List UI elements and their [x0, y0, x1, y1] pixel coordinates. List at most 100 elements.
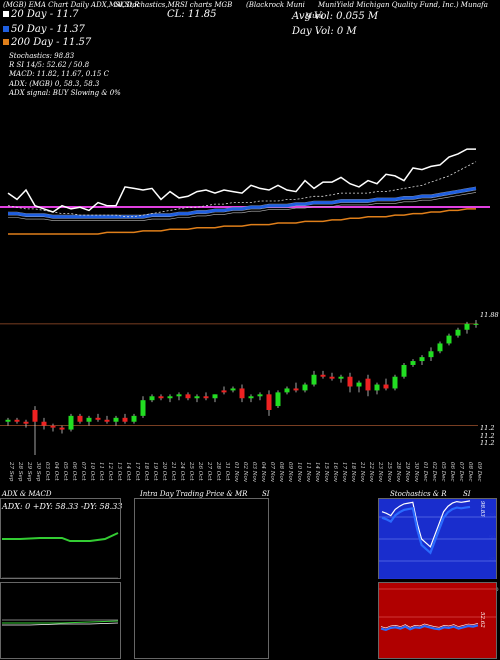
- candle-body: [230, 388, 236, 391]
- ema200-line: [8, 208, 476, 235]
- date-tick-label: 08 Nov: [278, 462, 284, 483]
- date-tick-label: 11 Nov: [305, 462, 311, 483]
- candle-body: [464, 323, 470, 330]
- candle-body: [113, 417, 119, 422]
- date-tick-label: 10 Nov: [296, 462, 302, 483]
- candle-body: [311, 374, 317, 385]
- legend-adx: ADX: (MGB) 0, 58.3, 58.3: [9, 80, 100, 88]
- date-tick-label: 09 Dec: [476, 462, 482, 482]
- legend-ema20: 20 Day - 11.7: [3, 9, 79, 20]
- candle-body: [221, 390, 227, 393]
- candle-body: [149, 396, 155, 401]
- candle-body: [248, 396, 254, 399]
- date-tick-label: 10 Oct: [89, 462, 95, 481]
- candle-body: [185, 394, 191, 399]
- date-tick-label: 06 Dec: [449, 462, 455, 482]
- date-tick-label: 05 Oct: [62, 462, 68, 481]
- price-label-1: 11.2: [480, 424, 495, 432]
- ema20-swatch: [3, 11, 9, 17]
- candle-body: [293, 388, 299, 391]
- date-tick-label: 14 Nov: [314, 462, 320, 483]
- date-tick-label: 27 Sep: [8, 461, 14, 482]
- candle-body: [257, 394, 263, 397]
- day-volume: Day Vol: 0 M: [292, 26, 357, 37]
- legend-ema50: 50 Day - 11.37: [3, 24, 85, 35]
- candle-body: [23, 421, 29, 424]
- stoch-panel-title2: SI: [463, 490, 471, 498]
- date-tick-label: 25 Oct: [188, 461, 194, 481]
- candle-body: [419, 357, 425, 362]
- candle-body: [446, 335, 452, 344]
- title-mid3: SI charts MGB: [180, 1, 233, 9]
- intraday-panel-title: Intra Day Trading Price & MR: [140, 490, 248, 498]
- candle-body: [374, 384, 380, 391]
- legend-adx-signal: ADX signal: BUY Slowing & 0%: [9, 89, 121, 97]
- date-tick-label: 18 Oct: [143, 462, 149, 481]
- candle-body: [266, 394, 272, 410]
- date-tick-label: 02 Nov: [242, 462, 248, 483]
- ema200-text: 200 Day - 11.57: [11, 37, 92, 48]
- candle-body: [203, 396, 209, 399]
- date-tick-label: 26 Oct: [197, 461, 203, 481]
- date-tick-label: 28 Oct: [215, 461, 221, 481]
- ema50-swatch: [3, 26, 9, 32]
- date-tick-label: 17 Nov: [341, 462, 347, 483]
- ema20-line: [7, 161, 477, 218]
- date-tick-label: 27 Oct: [206, 461, 212, 481]
- date-tick-label: 15 Nov: [323, 462, 329, 483]
- price-label-top: 11.88: [480, 311, 499, 319]
- candlestick-chart: [0, 319, 479, 455]
- date-tick-label: 24 Oct: [179, 461, 185, 481]
- date-tick-label: 07 Nov: [269, 462, 275, 483]
- stoch-value-tag: 98.83: [479, 501, 485, 517]
- date-tick-label: 08 Dec: [467, 462, 473, 482]
- date-tick-label: 22 Nov: [368, 461, 374, 483]
- date-tick-label: 01 Dec: [422, 462, 428, 482]
- candle-body: [14, 419, 20, 422]
- legend-macd: MACD: 11.82, 11.67, 0.15 C: [9, 70, 109, 78]
- candle-body: [50, 425, 56, 428]
- adx-panel-frame: [0, 498, 121, 579]
- candle-body: [176, 394, 182, 397]
- adx-readout: ADX: 0 +DY: 58.33 -DY: 58.33: [2, 502, 123, 511]
- main-chart: 27 Sep 28 Sep 29 Sep 30 Sep 03 Oct 04 Oct 05 O…: [0, 148, 490, 483]
- date-tick-label: 25 Nov: [386, 461, 392, 483]
- title-mid2: SI,Stochastics,MR: [115, 1, 181, 9]
- date-tick-label: 28 Sep: [17, 461, 23, 482]
- date-tick-label: 01 Nov: [233, 462, 239, 483]
- candle-body: [59, 427, 65, 430]
- band-line-2: [8, 192, 477, 221]
- date-tick-label: 16 Nov: [332, 462, 338, 483]
- date-tick-label: 18 Nov: [350, 462, 356, 483]
- date-tick-label: 03 Oct: [44, 462, 50, 481]
- date-tick-label: 21 Oct: [170, 461, 176, 481]
- title-right3: Muni: [305, 12, 324, 20]
- candle-body: [158, 396, 164, 399]
- title-mid1: Daily ADX,MACD,R: [70, 1, 140, 9]
- ema50-text: 50 Day - 11.37: [11, 24, 85, 35]
- title-right2: MuniYield Michigan Quality Fund, Inc.) M…: [318, 1, 488, 9]
- intraday-panel-title2: SI: [262, 490, 270, 498]
- intraday-panel-frame: [134, 498, 269, 659]
- candle-body: [347, 376, 353, 387]
- ema200-swatch: [3, 39, 9, 45]
- adx-line: [2, 532, 119, 542]
- date-tick-label: 30 Sep: [35, 462, 41, 482]
- candle-body: [239, 388, 245, 399]
- candle-body: [284, 388, 290, 393]
- date-tick-label: 09 Nov: [287, 462, 293, 483]
- ema20-text: 20 Day - 11.7: [11, 9, 79, 20]
- candle-body: [77, 415, 83, 422]
- date-tick-label: 20 Oct: [161, 461, 167, 481]
- date-tick-label: 28 Nov: [395, 461, 401, 483]
- candle-body: [122, 417, 128, 422]
- date-tick-label: 13 Oct: [116, 462, 122, 481]
- date-tick-label: 21 Nov: [359, 461, 365, 483]
- candle-body: [437, 343, 443, 352]
- stoch-d-line: [381, 505, 471, 555]
- candle-body: [167, 396, 173, 399]
- date-tick-label: 19 Oct: [152, 462, 158, 481]
- date-tick-label: 30 Nov: [413, 462, 419, 483]
- candle-body: [428, 351, 434, 358]
